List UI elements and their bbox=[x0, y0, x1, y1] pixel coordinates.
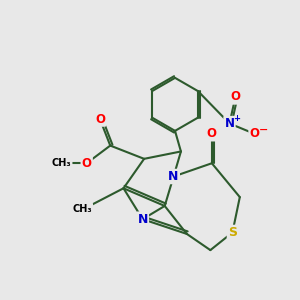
Text: CH₃: CH₃ bbox=[52, 158, 71, 168]
Text: −: − bbox=[259, 124, 268, 134]
Text: O: O bbox=[82, 157, 92, 170]
Text: +: + bbox=[233, 114, 240, 123]
Text: O: O bbox=[207, 127, 217, 140]
Text: N: N bbox=[168, 170, 179, 183]
Text: O: O bbox=[95, 112, 105, 126]
Text: N: N bbox=[137, 213, 148, 226]
Text: CH₃: CH₃ bbox=[73, 204, 92, 214]
Text: N: N bbox=[224, 117, 235, 130]
Text: S: S bbox=[228, 226, 237, 239]
Text: O: O bbox=[250, 127, 260, 140]
Text: O: O bbox=[230, 91, 240, 103]
